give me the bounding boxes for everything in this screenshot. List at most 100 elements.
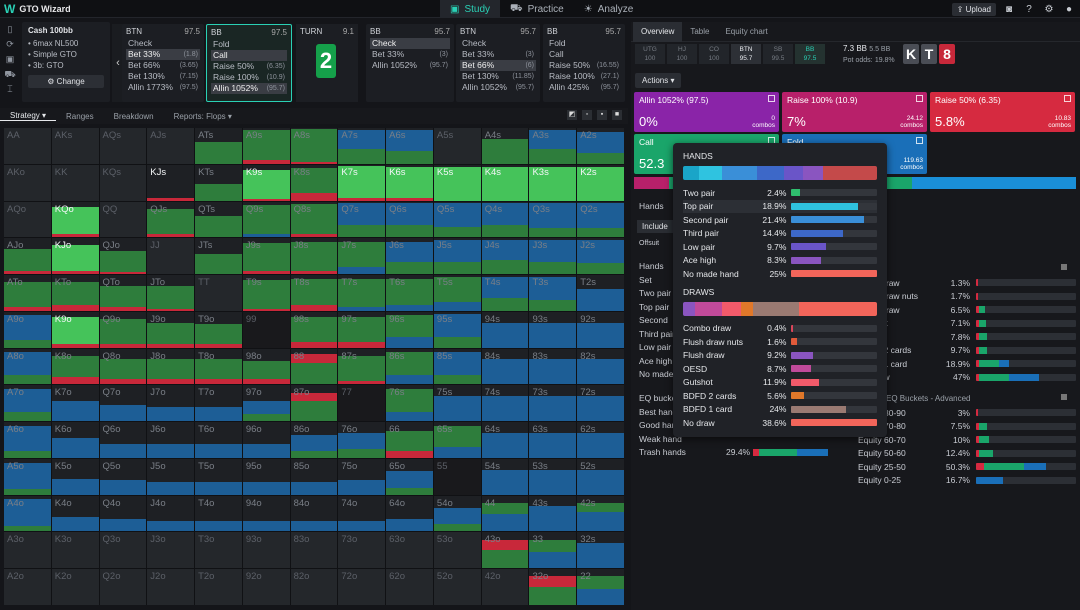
eq-category[interactable]: Best hand [639, 406, 678, 417]
hand-cell[interactable]: 66 [386, 422, 433, 458]
hand-cell[interactable]: 42o [481, 569, 529, 605]
hand-cell[interactable]: 85o [290, 458, 338, 495]
popup-row[interactable]: No draw 38.6% [683, 416, 877, 430]
view-mode-icon[interactable]: ◩ [567, 110, 577, 120]
tab-overview[interactable]: Overview [633, 21, 683, 42]
hand-cell[interactable]: 63s [529, 422, 577, 458]
hand-cell[interactable]: ATo [4, 275, 51, 311]
hand-cell[interactable]: 75s [433, 385, 481, 422]
hand-cell[interactable]: A3o [4, 532, 51, 569]
stat-row[interactable]: Flush draw nuts 1.7% [858, 290, 1076, 304]
hand-cell[interactable]: 76s [386, 385, 433, 422]
hand-cell[interactable]: 54s [481, 458, 529, 495]
hand-cell[interactable]: 95s [433, 311, 481, 348]
action-column[interactable]: BB 97.5 Fold Call Raise 50% (6.35) Raise 100% (… [206, 24, 292, 102]
hand-cell[interactable]: Q8o [99, 348, 147, 385]
stat-row[interactable]: Equity 50-60 12.4% [858, 447, 1076, 461]
hand-category[interactable]: No made [639, 369, 674, 379]
hand-cell[interactable]: 92o [242, 569, 290, 605]
hand-cell[interactable]: 22 [577, 569, 624, 605]
hand-cell[interactable]: K5s [433, 164, 481, 201]
hand-cell[interactable]: T9s [242, 275, 290, 311]
hand-cell[interactable]: 44 [481, 495, 529, 532]
rail-icon[interactable]: ▯ [7, 24, 13, 34]
action-option[interactable]: Fold [211, 39, 287, 50]
hand-cell[interactable]: T3o [195, 532, 242, 569]
hand-cell[interactable]: TT [195, 275, 242, 311]
hand-cell[interactable]: T5s [433, 275, 481, 311]
hand-cell[interactable]: K8s [290, 164, 338, 201]
hand-cell[interactable]: T7s [338, 275, 386, 311]
hand-cell[interactable]: 53s [529, 458, 577, 495]
action-option[interactable]: Check [126, 38, 200, 49]
hand-category[interactable]: Top pair [639, 301, 670, 312]
hand-cell[interactable]: K9s [242, 164, 290, 201]
logo[interactable]: W GTO Wizard [0, 2, 200, 16]
hand-cell[interactable]: K3s [529, 164, 577, 201]
hand-cell[interactable]: J3o [147, 532, 195, 569]
popup-row[interactable]: Third pair 14.4% [683, 227, 877, 241]
hand-cell[interactable]: JTs [195, 238, 242, 275]
hand-cell[interactable]: Q7s [338, 201, 386, 238]
tab-ranges[interactable]: Ranges [66, 111, 94, 121]
hand-cell[interactable]: 52s [577, 458, 624, 495]
position-chip[interactable]: CO 100 [699, 44, 729, 64]
hand-cell[interactable]: Q3o [99, 532, 147, 569]
action-option[interactable]: Raise 50% (16.55) [547, 60, 621, 71]
hand-cell[interactable]: J5s [433, 238, 481, 275]
hand-cell[interactable]: 62o [386, 569, 433, 605]
action-column[interactable]: BTN 95.7 Check Bet 33% (3) Bet 66% (6) Bet 130%… [456, 24, 540, 102]
settings-icon[interactable]: ⚙ [1044, 3, 1054, 15]
hand-cell[interactable]: 94o [242, 495, 290, 532]
hand-cell[interactable]: J2o [147, 569, 195, 605]
hand-cell[interactable]: Q2s [577, 201, 624, 238]
hand-cell[interactable]: 77 [338, 385, 386, 422]
popup-row[interactable]: Ace high 8.3% [683, 254, 877, 268]
hand-cell[interactable]: A8s [290, 128, 338, 164]
hand-cell[interactable]: QTs [195, 201, 242, 238]
hand-cell[interactable]: J3s [529, 238, 577, 275]
popup-row[interactable]: Top pair 18.9% [683, 199, 877, 213]
rail-icon[interactable]: ⌶ [7, 84, 13, 94]
popup-row[interactable]: No made hand 25% [683, 267, 877, 281]
hand-cell[interactable]: KJo [51, 238, 99, 275]
hand-cell[interactable]: 75o [338, 458, 386, 495]
hand-cell[interactable]: J6o [147, 422, 195, 458]
nav-tab-practice[interactable]: ⛟ Practice [500, 0, 574, 18]
hand-cell[interactable]: 73s [529, 385, 577, 422]
tab-table[interactable]: Table [690, 26, 710, 36]
view-mode-icon[interactable]: ▪ [597, 110, 607, 120]
hand-cell[interactable]: A9o [4, 311, 51, 348]
hand-cell[interactable]: A3s [529, 128, 577, 164]
hand-cell[interactable]: J5o [147, 458, 195, 495]
hand-cell[interactable]: A5o [4, 458, 51, 495]
expand-icon[interactable] [1061, 394, 1067, 400]
hand-cell[interactable]: 64o [386, 495, 433, 532]
stat-row[interactable]: Equity 60-70 10% [858, 433, 1076, 447]
hand-cell[interactable]: 86s [386, 348, 433, 385]
action-column[interactable]: BB 95.7 Fold Call Raise 50% (16.55) Raise 100%… [543, 24, 625, 102]
popup-row[interactable]: Gutshot 11.9% [683, 376, 877, 390]
hand-cell[interactable]: K6o [51, 422, 99, 458]
hand-cell[interactable]: AQs [99, 128, 147, 164]
action-option[interactable]: Allin 1052% (95.7) [370, 60, 450, 71]
expand-square-icon[interactable] [768, 95, 775, 102]
action-option[interactable]: Allin 425% (95.7) [547, 82, 621, 93]
action-option[interactable]: Allin 1052% (95.7) [211, 83, 287, 94]
include-button[interactable]: Include [637, 220, 673, 233]
hand-cell[interactable]: QQ [99, 201, 147, 238]
popup-row[interactable]: OESD 8.7% [683, 362, 877, 376]
action-option[interactable]: Bet 33% (3) [460, 49, 536, 60]
tab-equity-chart[interactable]: Equity chart [725, 26, 768, 36]
hand-cell[interactable]: J6s [386, 238, 433, 275]
hand-cell[interactable]: K2o [51, 569, 99, 605]
action-option[interactable]: Bet 33% (1.8) [126, 49, 200, 60]
hand-cell[interactable]: T8s [290, 275, 338, 311]
action-option[interactable]: Bet 33% (3) [370, 49, 450, 60]
action-column[interactable]: BB 95.7 Check Bet 33% (3) Allin 1052% (95.7) [366, 24, 454, 102]
hand-cell[interactable]: AKs [51, 128, 99, 164]
hand-cell[interactable]: 43s [529, 495, 577, 532]
hand-cell[interactable]: J8o [147, 348, 195, 385]
hand-cell[interactable]: 87o [290, 385, 338, 422]
hand-cell[interactable]: T5o [195, 458, 242, 495]
